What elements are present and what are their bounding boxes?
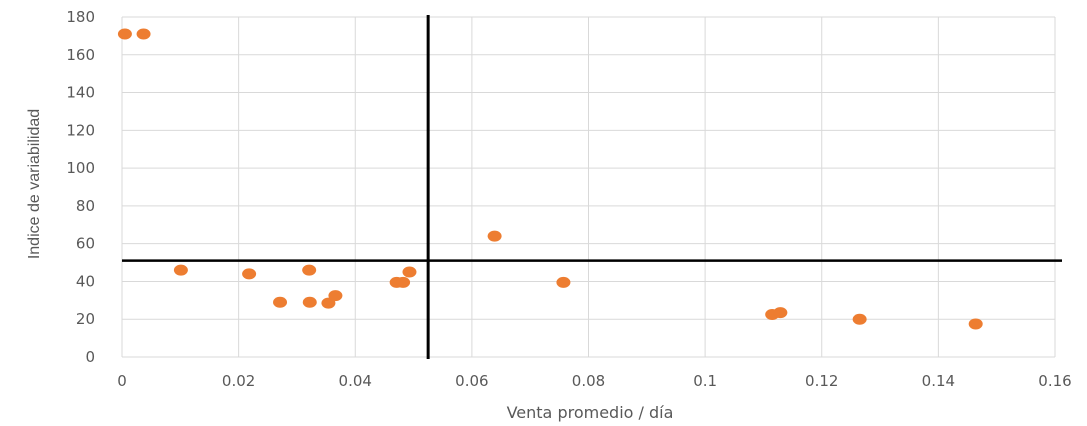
grid-lines (121, 16, 1056, 358)
x-tick-label: 0.06 (455, 372, 488, 390)
data-point (556, 276, 571, 288)
y-tick-label: 20 (76, 310, 95, 328)
data-point (328, 290, 343, 302)
data-point (396, 276, 411, 288)
data-point (117, 28, 132, 40)
x-tick-label: 0.02 (222, 372, 255, 390)
data-points (117, 28, 983, 330)
data-point (242, 268, 257, 280)
x-tick-label: 0.08 (572, 372, 605, 390)
x-tick-label: 0 (117, 372, 127, 390)
y-tick-label: 0 (85, 348, 95, 366)
data-point (773, 307, 788, 319)
x-tick-label: 0.04 (339, 372, 372, 390)
y-tick-label: 60 (76, 235, 95, 253)
data-point (321, 297, 336, 309)
x-tick-label: 0.1 (693, 372, 717, 390)
data-point (852, 313, 867, 325)
x-tick-label: 0.12 (805, 372, 838, 390)
y-tick-label: 100 (66, 159, 95, 177)
y-tick-label: 40 (76, 272, 95, 290)
y-tick-labels: 0 20 40 60 80 100 120 140 160 180 (66, 8, 95, 366)
y-tick-label: 160 (66, 46, 95, 64)
data-point (173, 264, 188, 276)
data-point (273, 296, 288, 308)
x-tick-labels: 0 0.02 0.04 0.06 0.08 0.1 0.12 0.14 0.16 (117, 372, 1071, 390)
y-tick-label: 140 (66, 84, 95, 102)
data-point (136, 28, 151, 40)
data-point (402, 266, 417, 278)
x-tick-label: 0.16 (1038, 372, 1071, 390)
data-point (968, 318, 983, 330)
y-axis-title: Indice de variabilidad (26, 109, 43, 259)
y-tick-label: 80 (76, 197, 95, 215)
x-axis-title: Venta promedio / día (507, 403, 674, 422)
data-point (302, 296, 317, 308)
reference-lines (122, 15, 1062, 359)
data-point (302, 264, 317, 276)
y-tick-label: 120 (66, 121, 95, 139)
y-tick-label: 180 (66, 8, 95, 26)
data-point (487, 230, 502, 242)
x-tick-label: 0.14 (922, 372, 955, 390)
